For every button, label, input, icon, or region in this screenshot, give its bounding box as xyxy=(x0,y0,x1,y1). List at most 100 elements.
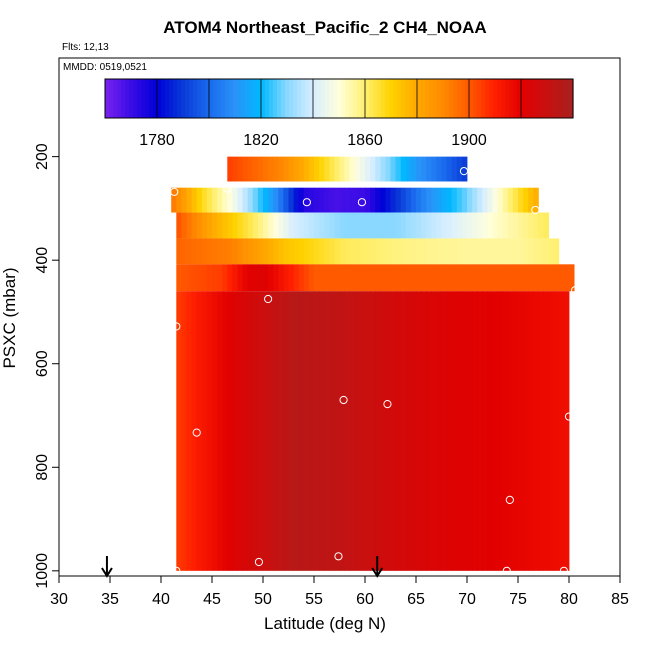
heatmap-cell xyxy=(242,156,249,182)
x-tick-label: 40 xyxy=(152,591,170,608)
heatmap-cell xyxy=(518,291,524,571)
heatmap-cell xyxy=(242,238,249,265)
heatmap-cell xyxy=(293,212,300,239)
heatmap-cell xyxy=(242,264,249,292)
heatmap-cell xyxy=(222,264,228,292)
colorbar-swatch xyxy=(225,79,230,118)
heatmap-cell xyxy=(416,212,422,239)
heatmap-cell xyxy=(477,264,483,292)
heatmap-cell xyxy=(456,264,463,292)
colorbar-swatch xyxy=(289,79,294,118)
heatmap-cell xyxy=(303,187,310,213)
colorbar-swatch xyxy=(521,79,526,118)
heatmap-cell xyxy=(227,291,233,571)
heatmap-cell xyxy=(472,264,478,292)
colorbar-swatch xyxy=(249,79,254,118)
heatmap-cell xyxy=(421,212,427,239)
heatmap-cell xyxy=(456,238,463,265)
heatmap-cell xyxy=(354,238,361,265)
flight-point xyxy=(264,294,273,304)
heatmap-cell xyxy=(196,264,203,292)
flight-point xyxy=(502,566,511,575)
heatmap-cell xyxy=(339,264,345,292)
heatmap-cell xyxy=(385,264,391,292)
heatmap-cell xyxy=(436,156,442,182)
heatmap-cell xyxy=(512,212,519,239)
heatmap-cell xyxy=(426,291,432,571)
heatmap-cell xyxy=(171,187,177,213)
heatmap-cell xyxy=(461,238,468,265)
heatmap-cell xyxy=(237,187,243,213)
heatmap-cell xyxy=(181,264,187,292)
heatmap-cell xyxy=(324,264,330,292)
heatmap-cell xyxy=(288,156,294,182)
heatmap-cell xyxy=(273,264,279,292)
heatmap-cell xyxy=(283,291,289,571)
heatmap-cell xyxy=(446,291,453,571)
heatmap-cell xyxy=(492,238,498,265)
x-tick-label: 45 xyxy=(203,591,221,608)
heatmap-cell xyxy=(288,187,294,213)
heatmap-cell xyxy=(431,291,437,571)
heatmap-cell xyxy=(370,238,376,265)
heatmap-cell xyxy=(232,291,238,571)
heatmap-cell xyxy=(206,212,213,239)
flight-point xyxy=(571,286,580,295)
colorbar-swatch xyxy=(113,79,118,118)
heatmap-cell xyxy=(334,291,340,571)
colorbar-swatch xyxy=(261,79,266,118)
heatmap-cell xyxy=(268,212,274,239)
heatmap-cell xyxy=(395,187,402,213)
heatmap-cell xyxy=(324,156,330,182)
heatmap-cell xyxy=(344,156,351,182)
heatmap-cell xyxy=(533,264,539,292)
heatmap-cell xyxy=(181,291,187,571)
heatmap-cell xyxy=(314,156,320,182)
heatmap-cell xyxy=(201,187,208,213)
colorbar-swatch xyxy=(413,79,418,118)
colorbar-swatch xyxy=(121,79,126,118)
heatmap-cell xyxy=(308,187,315,213)
heatmap-cell xyxy=(349,212,356,239)
heatmap-cell xyxy=(227,156,233,182)
heatmap-cell xyxy=(339,156,345,182)
heatmap-cell xyxy=(472,212,478,239)
heatmap-cell xyxy=(421,264,427,292)
colorbar-swatch xyxy=(153,79,158,118)
colorbar-swatch xyxy=(449,79,454,118)
heatmap-cell xyxy=(528,212,534,239)
heatmap-cell xyxy=(492,291,498,571)
heatmap-cell xyxy=(410,264,417,292)
heatmap-cell xyxy=(263,156,269,182)
heatmap-cell xyxy=(482,291,488,571)
heatmap-cell xyxy=(237,212,243,239)
heatmap-cell xyxy=(242,187,249,213)
colorbar-swatch xyxy=(469,79,474,118)
colorbar-swatch xyxy=(489,79,494,118)
chart-title: ATOM4 Northeast_Pacific_2 CH4_NOAA xyxy=(163,18,487,37)
heatmap-cell xyxy=(390,238,396,265)
heatmap-cell xyxy=(308,212,315,239)
heatmap-cell xyxy=(543,264,549,292)
colorbar-swatch xyxy=(201,79,206,118)
heatmap-cell xyxy=(533,291,539,571)
heatmap-cell xyxy=(538,264,544,292)
heatmap-cell xyxy=(528,238,534,265)
heatmap-cell xyxy=(212,187,218,213)
heatmap-cell xyxy=(365,264,371,292)
colorbar-swatch xyxy=(533,79,538,118)
heatmap-cell xyxy=(380,187,386,213)
y-tick-label: 400 xyxy=(34,247,51,274)
heatmap-cell xyxy=(426,264,432,292)
colorbar-swatch xyxy=(493,79,498,118)
colorbar-swatch xyxy=(565,79,570,118)
colorbar-swatch xyxy=(541,79,546,118)
heatmap-cell xyxy=(308,156,315,182)
heatmap-cell xyxy=(380,264,386,292)
heatmap-cell xyxy=(359,156,366,182)
heatmap-cell xyxy=(293,264,300,292)
heatmap-cell xyxy=(237,264,243,292)
heatmap-cell xyxy=(176,264,182,292)
heatmap-cell xyxy=(426,156,432,182)
heatmap-cell xyxy=(186,264,192,292)
